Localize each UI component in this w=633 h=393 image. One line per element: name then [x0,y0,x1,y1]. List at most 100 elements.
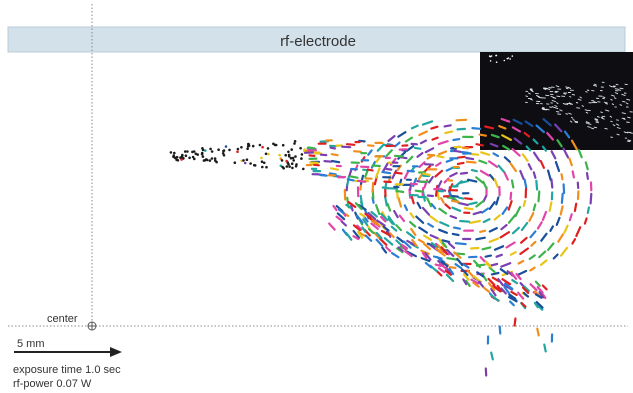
particle-streak [336,212,346,221]
particle-streak [513,317,517,327]
particle-streak [449,172,458,178]
particle-streak [503,286,510,294]
inset-streak [581,105,584,107]
scale-bar-label: 5 mm [17,338,45,350]
particle-streak [560,192,564,204]
particle-streak [534,280,541,287]
particle-streak [571,170,576,179]
rf-electrode-label: rf-electrode [280,33,356,50]
particle-streak [357,203,367,211]
particle-streak [335,215,343,222]
particle-streak [583,217,588,225]
inset-streak [627,116,631,119]
inset-streak [562,102,567,105]
particle-dot [183,150,187,153]
inset-streak [567,86,572,90]
inset-streak [555,85,560,88]
particle-streak [536,303,544,311]
particle-streak [330,167,339,171]
particle-streak [511,148,521,157]
inset-streak [616,119,619,121]
particle-streak [534,293,543,299]
particle-streak [511,279,519,285]
particle-streak [470,246,480,250]
particle-streak [509,162,518,173]
particle-streak [533,301,539,309]
particle-dot [289,156,293,160]
particle-streak [537,190,541,203]
particle-streak [462,278,468,286]
particle-streak [535,124,546,134]
particle-streak [527,163,533,171]
particle-streak [466,269,475,279]
particle-streak [386,202,392,212]
particle-dot [180,158,183,161]
particle-streak [350,204,354,212]
particle-streak [493,214,501,221]
particle-dot [194,152,198,156]
particle-dot [240,146,243,149]
particle-streak [475,236,486,241]
particle-streak [529,266,536,272]
particle-trajectories [169,117,593,377]
particle-streak [402,240,412,249]
particle-dot [300,153,304,156]
particle-dot [285,159,289,163]
particle-dot [302,167,305,171]
particle-streak [503,156,511,163]
particle-dot [261,165,264,169]
center-label: center [47,313,78,325]
particle-streak [446,196,455,200]
particle-streak [382,225,390,232]
inset-streak [612,124,616,127]
particle-streak [418,161,426,168]
particle-streak [409,220,417,228]
particle-streak [387,135,396,142]
particle-streak [539,259,548,266]
particle-streak [500,224,508,231]
particle-streak [571,238,577,245]
inset-streak [568,112,572,115]
particle-dot [273,143,277,147]
particle-streak [568,157,573,167]
particle-streak [499,231,510,239]
particle-streak [529,283,538,292]
particle-streak [507,200,513,211]
inset-streak [619,104,623,106]
particle-streak [396,190,405,194]
exposure-time-caption: exposure time 1.0 sec [13,364,121,376]
inset-streak [575,102,579,104]
particle-streak [493,178,499,189]
inset-streak [586,89,590,91]
inset-streak [536,94,540,98]
particle-streak [440,260,449,268]
inset-speck [495,61,498,63]
particle-dot [292,159,296,162]
particle-streak [323,160,333,163]
particle-dot [236,147,240,151]
particle-streak [501,134,512,141]
particle-streak [422,172,431,176]
particle-streak [376,143,385,152]
particle-dot [233,161,237,164]
particle-streak [540,291,547,300]
particle-dot [228,148,231,152]
particle-streak [404,136,413,143]
particle-streak [546,169,552,181]
particle-streak [478,133,487,137]
particle-streak [375,204,381,216]
particle-streak [383,194,388,207]
inset-streak [602,96,606,99]
particle-streak [348,168,353,177]
particle-streak [381,170,392,175]
inset-streak [610,120,613,123]
particle-streak [492,152,500,158]
particle-streak [562,147,570,159]
particle-streak [529,230,537,239]
particle-streak [374,167,381,179]
particle-streak [438,150,448,156]
particle-streak [361,226,367,233]
particle-streak [387,217,394,225]
particle-streak [457,201,469,207]
particle-streak [586,206,591,214]
